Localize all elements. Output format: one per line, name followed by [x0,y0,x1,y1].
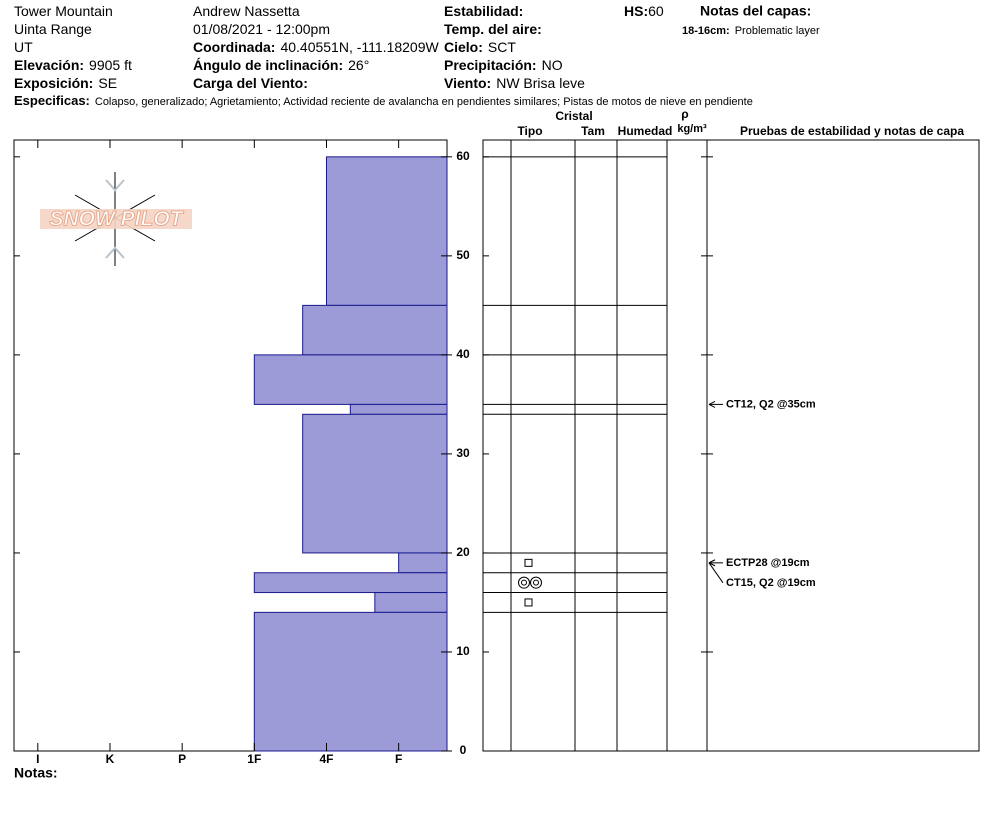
x-tick-label: 1F [247,752,261,766]
column-header: Humedad [618,124,673,138]
test-label: CT12, Q2 @35cm [726,398,816,410]
field-label: Ángulo de inclinación: [193,57,343,73]
field-label: Cielo: [444,39,483,55]
header-field: Andrew Nassetta [193,3,300,19]
hardness-layer [374,592,448,613]
x-tick-label: I [36,752,39,766]
header-field: Elevación: 9905 ft [14,57,132,73]
test-label: ECTP28 @19cm [726,557,810,569]
y-tick-label: 0 [460,743,467,757]
field-value: 26° [348,57,369,73]
test-arrowhead [708,559,716,567]
header-field: 01/08/2021 - 12:00pm [193,21,330,37]
field-value: NO [542,57,563,73]
header-field: Exposición: SE [14,75,117,91]
header-field: Ángulo de inclinación: 26° [193,57,369,73]
test-label: CT15, Q2 @19cm [726,577,816,589]
field-value: SE [98,75,117,91]
header-field: Estabilidad: [444,3,523,19]
y-tick-label: 40 [456,347,470,361]
field-label: Viento: [444,75,491,91]
column-header: Tipo [517,124,542,138]
crystal-header: Cristal [555,109,592,123]
y-tick-label: 60 [456,149,470,163]
grain-symbol [518,576,530,589]
density-symbol: ρ [681,107,688,121]
hs-field: HS:60 [624,3,664,19]
field-label: Coordinada: [193,39,275,55]
field-label: Carga del Viento: [193,75,308,91]
field-label: Estabilidad: [444,3,523,19]
grain-symbol [533,579,539,586]
field-value: Andrew Nassetta [193,3,300,19]
header-field: Viento: NW Brisa leve [444,75,585,91]
field-label: Precipitación: [444,57,537,73]
field-value: Problematic layer [735,25,820,37]
hardness-layer [398,552,448,574]
hardness-layer [302,304,448,356]
column-header: Tam [581,124,605,138]
field-value: 9905 ft [89,57,132,73]
x-tick-label: P [178,752,186,766]
header-field: Cielo: SCT [444,39,516,55]
y-tick-label: 50 [456,248,470,262]
hardness-layer [253,572,448,594]
field-value: UT [14,39,33,55]
y-tick-label: 20 [456,545,470,559]
header-field: UT [14,39,33,55]
field-label: Temp. del aire: [444,21,542,37]
hardness-layer [302,413,448,554]
field-value: SCT [488,39,516,55]
x-tick-label: K [106,752,115,766]
hardness-layer [349,403,448,415]
grain-symbol [524,598,533,607]
grain-symbol [521,579,527,586]
y-tick-label: 30 [456,446,470,460]
field-label: Elevación: [14,57,84,73]
header-field: Coordinada: 40.40551N, -111.18209W [193,39,439,55]
test-arrow [708,562,724,584]
field-label: HS: [624,3,648,19]
header-field: Carga del Viento: [193,75,308,91]
stratigraphy-frame [482,139,980,752]
test-arrowhead [708,400,716,408]
density-unit: kg/m³ [677,123,707,135]
x-tick-label: 4F [319,752,333,766]
hardness-layer [253,354,448,405]
grain-symbol [530,576,542,589]
field-label: 18-16cm: [682,25,730,37]
header-field: Precipitación: NO [444,57,563,73]
notes-label: Notas: [14,765,58,781]
header-field: Tower Mountain [14,3,113,19]
y-tick-label: 10 [456,644,470,658]
notes-title: Notas del capas: [700,3,811,19]
logo [40,172,192,266]
header-field: 18-16cm: Problematic layer [682,25,820,37]
field-value: 40.40551N, -111.18209W [280,39,439,55]
field-value: 01/08/2021 - 12:00pm [193,21,330,37]
field-label: Especificas: [14,93,90,108]
header-field: Temp. del aire: [444,21,542,37]
field-value: Tower Mountain [14,3,113,19]
x-tick-label: F [395,752,402,766]
field-value: Colapso, generalizado; Agrietamiento; Ac… [95,96,753,108]
field-value: 60 [648,3,664,19]
field-label: Exposición: [14,75,93,91]
hardness-layer [253,611,448,752]
field-value: NW Brisa leve [496,75,585,91]
specifics: Especificas: Colapso, generalizado; Agrie… [14,93,753,108]
logo-text: SNOW PILOT [50,208,185,231]
grain-symbol [524,558,533,567]
hardness-layer [325,156,448,306]
tests-header: Pruebas de estabilidad y notas de capa [740,124,964,138]
header-field: Uinta Range [14,21,92,37]
field-value: Uinta Range [14,21,92,37]
